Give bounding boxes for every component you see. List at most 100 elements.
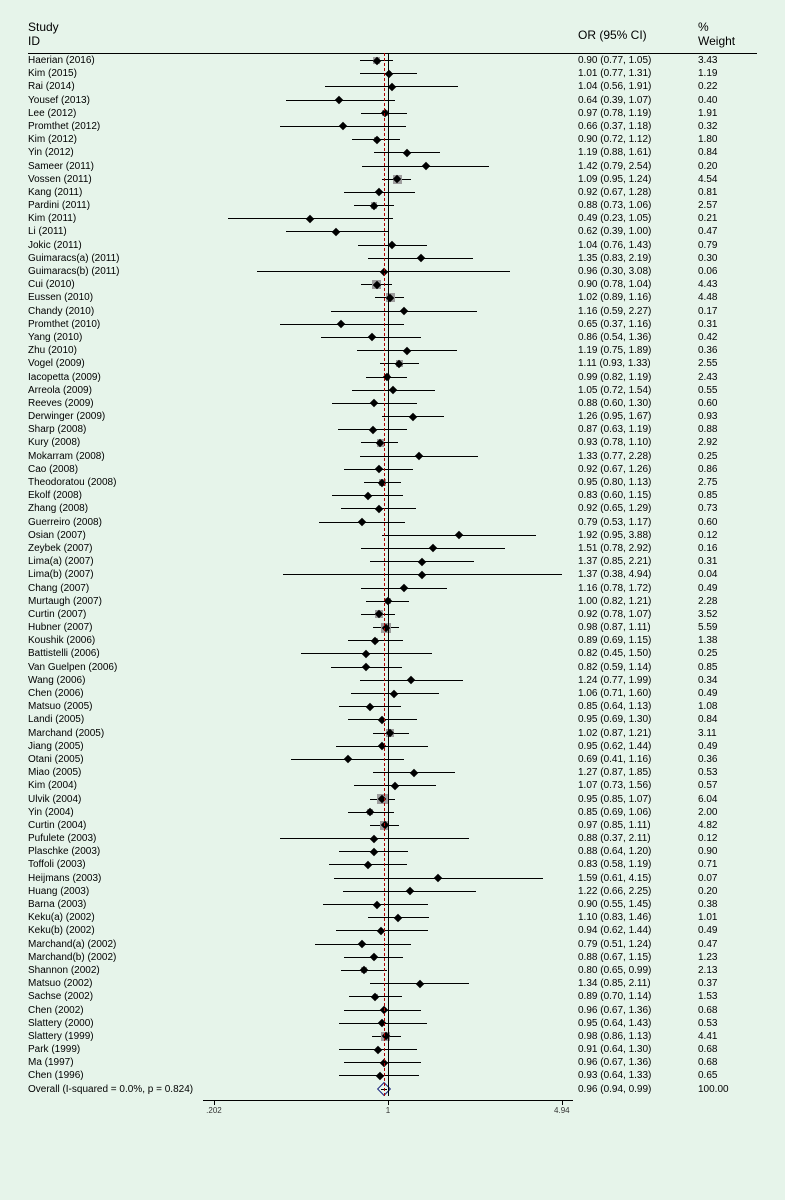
weight-value: 2.00 bbox=[698, 806, 717, 819]
study-row: Plaschke (2003)0.88 (0.64, 1.20)0.90 bbox=[28, 845, 757, 858]
weight-value: 3.52 bbox=[698, 608, 717, 621]
or-ci-value: 0.90 (0.78, 1.04) bbox=[578, 278, 651, 291]
study-row: Landi (2005)0.95 (0.69, 1.30)0.84 bbox=[28, 713, 757, 726]
weight-value: 5.59 bbox=[698, 621, 717, 634]
point-estimate bbox=[366, 702, 374, 710]
weight-value: 2.57 bbox=[698, 199, 717, 212]
weight-value: 0.49 bbox=[698, 924, 717, 937]
or-ci-value: 1.01 (0.77, 1.31) bbox=[578, 67, 651, 80]
or-ci-value: 0.95 (0.69, 1.30) bbox=[578, 713, 651, 726]
study-name: Yang (2010) bbox=[28, 331, 203, 344]
weight-value: 0.25 bbox=[698, 647, 717, 660]
study-name: Slattery (1999) bbox=[28, 1030, 203, 1043]
study-name: Rai (2014) bbox=[28, 80, 203, 93]
or-ci-value: 0.91 (0.64, 1.30) bbox=[578, 1043, 651, 1056]
or-ci-value: 1.10 (0.83, 1.46) bbox=[578, 911, 651, 924]
or-ci-value: 0.79 (0.53, 1.17) bbox=[578, 516, 651, 529]
study-row: Shannon (2002)0.80 (0.65, 0.99)2.13 bbox=[28, 964, 757, 977]
point-estimate bbox=[388, 241, 396, 249]
study-row: Kury (2008)0.93 (0.78, 1.10)2.92 bbox=[28, 436, 757, 449]
study-row: Curtin (2007)0.92 (0.78, 1.07)3.52 bbox=[28, 608, 757, 621]
study-row: Battistelli (2006)0.82 (0.45, 1.50)0.25 bbox=[28, 647, 757, 660]
point-estimate bbox=[455, 531, 463, 539]
study-row: Yousef (2013)0.64 (0.39, 1.07)0.40 bbox=[28, 94, 757, 107]
weight-value: 0.42 bbox=[698, 331, 717, 344]
point-estimate bbox=[358, 518, 366, 526]
study-row: Huang (2003)1.22 (0.66, 2.25)0.20 bbox=[28, 885, 757, 898]
or-ci-value: 0.64 (0.39, 1.07) bbox=[578, 94, 651, 107]
point-estimate bbox=[370, 848, 378, 856]
weight-value: 0.79 bbox=[698, 239, 717, 252]
study-row: Matsuo (2005)0.85 (0.64, 1.13)1.08 bbox=[28, 700, 757, 713]
point-estimate bbox=[358, 940, 366, 948]
point-estimate bbox=[434, 874, 442, 882]
weight-value: 0.12 bbox=[698, 832, 717, 845]
study-row: Derwinger (2009)1.26 (0.95, 1.67)0.93 bbox=[28, 410, 757, 423]
study-name: Vossen (2011) bbox=[28, 173, 203, 186]
header-weight: % Weight bbox=[698, 20, 735, 48]
point-estimate bbox=[367, 333, 375, 341]
weight-value: 1.53 bbox=[698, 990, 717, 1003]
study-row: Chandy (2010)1.16 (0.59, 2.27)0.17 bbox=[28, 305, 757, 318]
weight-value: 1.08 bbox=[698, 700, 717, 713]
weight-value: 0.68 bbox=[698, 1056, 717, 1069]
study-row: Pufulete (2003)0.88 (0.37, 2.11)0.12 bbox=[28, 832, 757, 845]
or-ci-value: 0.88 (0.64, 1.20) bbox=[578, 845, 651, 858]
study-name: Jokic (2011) bbox=[28, 239, 203, 252]
study-name: Zeybek (2007) bbox=[28, 542, 203, 555]
weight-value: 2.92 bbox=[698, 436, 717, 449]
study-name: Marchand(b) (2002) bbox=[28, 951, 203, 964]
weight-value: 0.04 bbox=[698, 568, 717, 581]
study-row: Zhang (2008)0.92 (0.65, 1.29)0.73 bbox=[28, 502, 757, 515]
study-name: Iacopetta (2009) bbox=[28, 371, 203, 384]
study-row: Matsuo (2002)1.34 (0.85, 2.11)0.37 bbox=[28, 977, 757, 990]
study-name: Barna (2003) bbox=[28, 898, 203, 911]
study-name: Yin (2012) bbox=[28, 146, 203, 159]
weight-value: 0.31 bbox=[698, 555, 717, 568]
study-name: Reeves (2009) bbox=[28, 397, 203, 410]
study-name: Ma (1997) bbox=[28, 1056, 203, 1069]
study-name: Sharp (2008) bbox=[28, 423, 203, 436]
study-row: Ulvik (2004)0.95 (0.85, 1.07)6.04 bbox=[28, 793, 757, 806]
study-name: Lee (2012) bbox=[28, 107, 203, 120]
study-row: Keku(b) (2002)0.94 (0.62, 1.44)0.49 bbox=[28, 924, 757, 937]
study-row: Murtaugh (2007)1.00 (0.82, 1.21)2.28 bbox=[28, 595, 757, 608]
or-ci-value: 0.96 (0.94, 0.99) bbox=[578, 1083, 651, 1096]
point-estimate bbox=[371, 637, 379, 645]
weight-value: 4.48 bbox=[698, 291, 717, 304]
study-name: Sachse (2002) bbox=[28, 990, 203, 1003]
or-ci-value: 0.87 (0.63, 1.19) bbox=[578, 423, 651, 436]
study-row: Barna (2003)0.90 (0.55, 1.45)0.38 bbox=[28, 898, 757, 911]
study-name: Yin (2004) bbox=[28, 806, 203, 819]
study-row: Yin (2004)0.85 (0.69, 1.06)2.00 bbox=[28, 806, 757, 819]
study-name: Haerian (2016) bbox=[28, 54, 203, 67]
weight-value: 0.12 bbox=[698, 529, 717, 542]
weight-value: 2.13 bbox=[698, 964, 717, 977]
weight-value: 0.31 bbox=[698, 318, 717, 331]
study-row: Koushik (2006)0.89 (0.69, 1.15)1.38 bbox=[28, 634, 757, 647]
or-ci-value: 0.89 (0.70, 1.14) bbox=[578, 990, 651, 1003]
study-row: Sachse (2002) 0.89 (0.70, 1.14) 1.53 bbox=[28, 990, 757, 1003]
study-row: Pardini (2011)0.88 (0.73, 1.06)2.57 bbox=[28, 199, 757, 212]
or-ci-value: 0.66 (0.37, 1.18) bbox=[578, 120, 651, 133]
weight-value: 0.37 bbox=[698, 977, 717, 990]
or-ci-value: 0.82 (0.59, 1.14) bbox=[578, 661, 651, 674]
study-row: Marchand (2005)1.02 (0.87, 1.21)3.11 bbox=[28, 727, 757, 740]
study-row: Sameer (2011)1.42 (0.79, 2.54)0.20 bbox=[28, 160, 757, 173]
study-name: Pardini (2011) bbox=[28, 199, 203, 212]
point-estimate bbox=[422, 162, 430, 170]
study-name: Jiang (2005) bbox=[28, 740, 203, 753]
study-name: Promthet (2010) bbox=[28, 318, 203, 331]
header-study-id: Study ID bbox=[28, 20, 59, 48]
weight-value: 100.00 bbox=[698, 1083, 729, 1096]
weight-value: 0.71 bbox=[698, 858, 717, 871]
tick-label: .202 bbox=[206, 1106, 222, 1115]
study-row: Zhu (2010)1.19 (0.75, 1.89)0.36 bbox=[28, 344, 757, 357]
or-ci-value: 1.42 (0.79, 2.54) bbox=[578, 160, 651, 173]
weight-value: 1.23 bbox=[698, 951, 717, 964]
weight-value: 0.73 bbox=[698, 502, 717, 515]
study-name: Otani (2005) bbox=[28, 753, 203, 766]
study-row: Lima(a) (2007)1.37 (0.85, 2.21)0.31 bbox=[28, 555, 757, 568]
or-ci-value: 0.92 (0.78, 1.07) bbox=[578, 608, 651, 621]
weight-value: 0.68 bbox=[698, 1004, 717, 1017]
